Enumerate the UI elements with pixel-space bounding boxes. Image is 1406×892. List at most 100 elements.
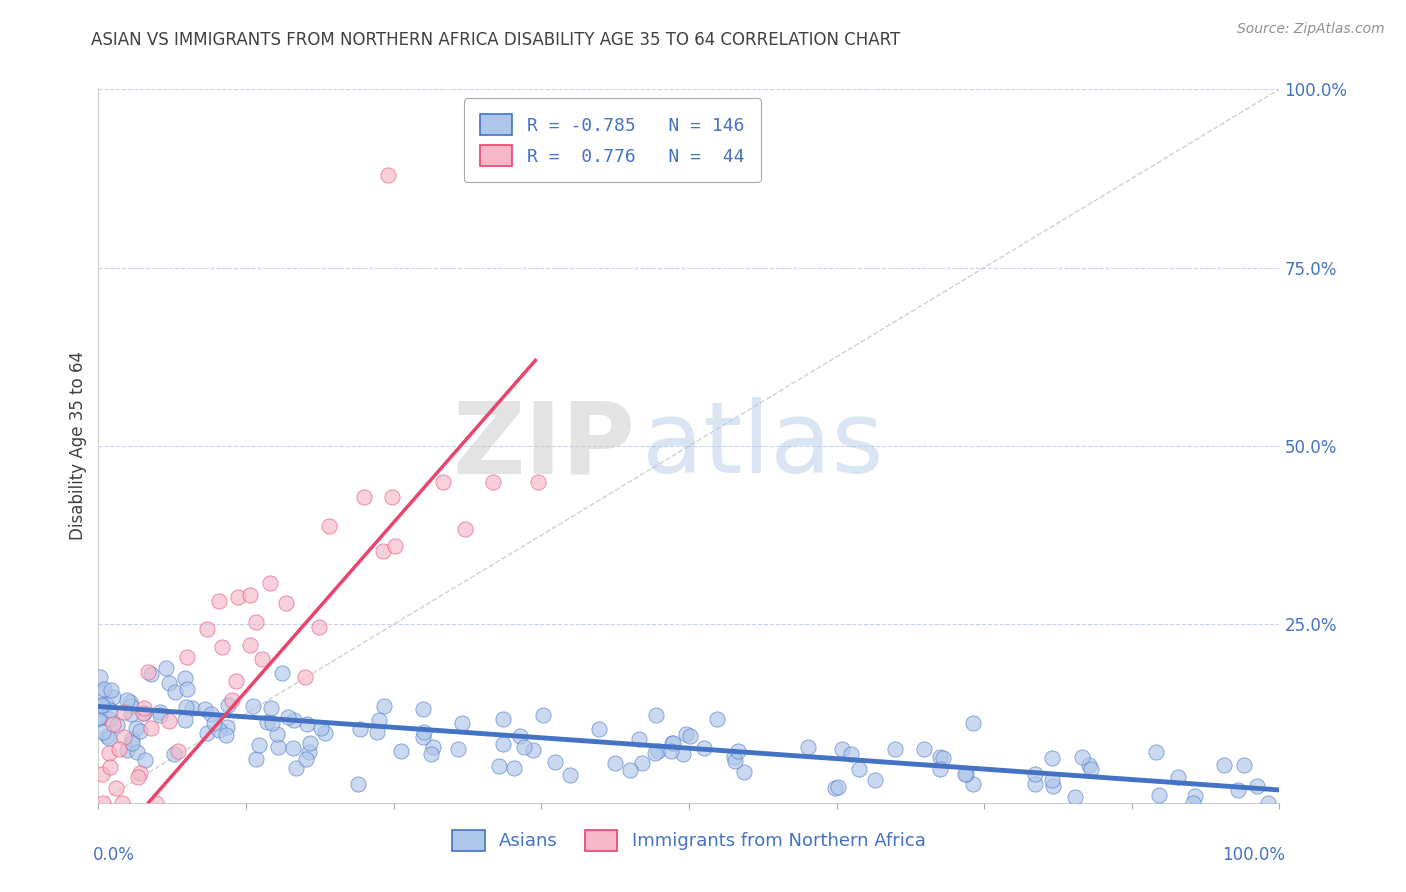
Point [912,742,935,756]
Point [245,752,267,766]
Point [195,622,218,636]
Point [129,724,152,739]
Point [422,739,444,754]
Point [349,722,371,736]
Text: Source: ZipAtlas.com: Source: ZipAtlas.com [1237,22,1385,37]
Point [87,700,110,714]
Point [531,707,554,722]
Point [314,726,336,740]
Point [93,725,115,739]
Point [221,693,243,707]
Point [90,767,112,781]
Legend: Asians, Immigrants from Northern Africa: Asians, Immigrants from Northern Africa [444,822,934,858]
Point [167,744,190,758]
Point [87,712,110,726]
Point [155,661,177,675]
Point [256,715,278,730]
Point [117,693,139,707]
Point [180,701,202,715]
Point [675,726,697,740]
Text: atlas: atlas [641,398,883,494]
Point [381,490,404,504]
Point [283,714,305,728]
Point [274,596,297,610]
Point [928,750,950,764]
Point [513,739,536,754]
Text: 100.0%: 100.0% [1222,846,1285,863]
Point [848,762,870,776]
Point [174,671,197,685]
Point [247,738,270,752]
Point [242,698,264,713]
Point [724,754,747,768]
Point [239,638,262,652]
Point [96,729,118,743]
Point [672,747,695,761]
Point [163,685,186,699]
Point [91,698,114,713]
Point [1212,758,1234,772]
Point [1071,749,1094,764]
Point [1040,772,1063,787]
Point [526,475,548,489]
Point [647,744,669,758]
Point [432,475,454,489]
Point [928,762,950,776]
Point [100,683,122,698]
Point [225,673,247,688]
Point [139,721,162,735]
Point [883,742,905,756]
Point [208,594,231,608]
Point [839,747,862,761]
Point [454,523,477,537]
Point [1024,767,1046,781]
Point [149,707,172,722]
Point [295,716,318,731]
Point [238,588,260,602]
Point [215,720,238,734]
Point [163,747,186,761]
Point [706,712,728,726]
Point [87,709,110,723]
Point [120,695,142,709]
Point [419,747,441,762]
Point [962,716,984,731]
Point [628,732,651,747]
Point [127,771,149,785]
Point [91,686,114,700]
Point [962,777,984,791]
Point [107,742,129,756]
Point [1080,762,1102,776]
Point [661,736,683,750]
Point [297,745,319,759]
Point [1042,751,1064,765]
Point [603,756,626,770]
Point [560,767,582,781]
Point [96,697,118,711]
Point [200,706,222,721]
Text: ASIAN VS IMMIGRANTS FROM NORTHERN AFRICA DISABILITY AGE 35 TO 64 CORRELATION CHA: ASIAN VS IMMIGRANTS FROM NORTHERN AFRICA… [91,31,901,49]
Point [522,743,544,757]
Text: 0.0%: 0.0% [93,846,135,863]
Point [120,706,142,721]
Point [955,766,977,780]
Point [228,591,250,605]
Point [353,490,375,504]
Point [211,640,233,654]
Point [368,714,391,728]
Point [733,765,755,780]
Point [93,682,115,697]
Point [824,781,846,796]
Point [377,168,399,182]
Point [267,739,290,754]
Point [1184,789,1206,804]
Point [134,700,156,714]
Point [105,718,128,732]
Point [91,796,114,810]
Point [176,649,198,664]
Point [308,620,330,634]
Point [136,665,159,679]
Point [98,702,121,716]
Point [318,519,340,533]
Point [101,717,124,731]
